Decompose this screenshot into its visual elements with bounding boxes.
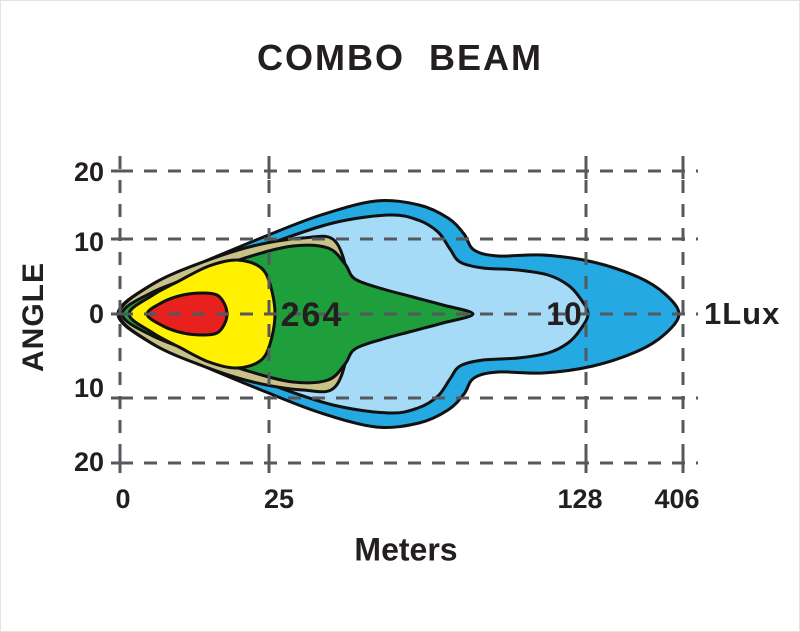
annotation-10lux: 10 [546, 296, 582, 332]
y-tick-10-top: 10 [74, 227, 104, 257]
annotation-264lux: 264 [281, 296, 344, 334]
chart-title: COMBO BEAM [257, 37, 543, 78]
x-tick-128: 128 [557, 484, 602, 514]
x-tick-406: 406 [654, 484, 699, 514]
x-axis-title: Meters [354, 531, 458, 568]
x-tick-0: 0 [115, 484, 130, 514]
axis-labels: 20 10 0 10 20 0 25 128 406 [74, 157, 700, 514]
y-tick-0: 0 [89, 299, 104, 329]
x-tick-25: 25 [264, 484, 294, 514]
y-tick-20-top: 20 [74, 157, 104, 187]
y-tick-10-bottom: 10 [74, 373, 104, 403]
annotation-1lux: 1Lux [704, 296, 780, 331]
y-tick-20-bottom: 20 [74, 447, 104, 477]
illuminance-annotations: 264 10 1Lux [281, 296, 780, 334]
grid-lines [118, 156, 698, 465]
axis-ticks [111, 163, 685, 473]
